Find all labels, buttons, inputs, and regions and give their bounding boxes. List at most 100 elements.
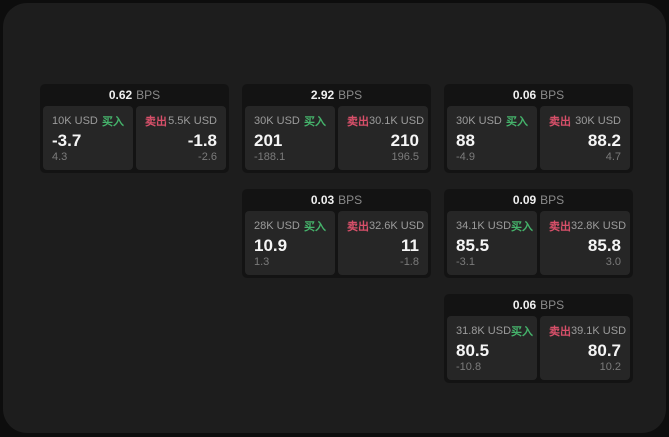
sell-amount: 32.6K USD: [369, 220, 425, 232]
bps-header: 0.06 BPS: [444, 294, 633, 316]
buy-amount: 10K USD: [52, 115, 98, 127]
buy-sell-panels: 31.8K USD 买入 80.5 -10.8 卖出 39.1K USD 80.…: [444, 316, 633, 383]
sell-panel[interactable]: 卖出 39.1K USD 80.7 10.2: [540, 316, 630, 380]
sell-panel-top: 卖出 39.1K USD: [549, 323, 626, 339]
sell-panel[interactable]: 卖出 32.6K USD 11 -1.8: [338, 211, 428, 275]
sell-panel[interactable]: 卖出 5.5K USD -1.8 -2.6: [136, 106, 226, 170]
bps-header: 0.06 BPS: [444, 84, 633, 106]
sell-price: 88.2: [587, 130, 621, 150]
buy-amount: 31.8K USD: [456, 325, 512, 337]
buy-panel-top: 28K USD 买入: [254, 218, 326, 234]
sell-panel-top: 卖出 5.5K USD: [145, 113, 217, 129]
buy-panel-top: 10K USD 买入: [52, 113, 124, 129]
sell-delta: 196.5: [391, 151, 419, 163]
sell-panel-top: 卖出 32.6K USD: [347, 218, 424, 234]
sell-side-label: 卖出: [145, 116, 167, 128]
sell-delta: -1.8: [400, 256, 419, 268]
buy-panel[interactable]: 10K USD 买入 -3.7 4.3: [43, 106, 133, 170]
bps-value: 0.06: [512, 88, 537, 102]
bps-unit-label: BPS: [540, 193, 565, 207]
sell-price: 210: [390, 130, 419, 150]
sell-amount: 39.1K USD: [571, 325, 627, 337]
sell-delta: -2.6: [198, 151, 217, 163]
sell-amount: 30.1K USD: [369, 115, 425, 127]
quote-card-1: 0.62 BPS 10K USD 买入 -3.7 4.3 卖出 5.5K USD: [40, 84, 229, 173]
bps-header: 2.92 BPS: [242, 84, 431, 106]
bps-unit-label: BPS: [136, 88, 161, 102]
sell-side-label: 卖出: [347, 116, 369, 128]
buy-panel[interactable]: 30K USD 买入 201 -188.1: [245, 106, 335, 170]
buy-amount: 30K USD: [456, 115, 502, 127]
buy-price: -3.7: [52, 130, 82, 150]
quote-card-4: 0.03 BPS 28K USD 买入 10.9 1.3 卖出 32.6K US…: [242, 189, 431, 278]
buy-delta: -10.8: [456, 361, 482, 373]
sell-panel[interactable]: 卖出 30K USD 88.2 4.7: [540, 106, 630, 170]
buy-price: 80.5: [456, 340, 490, 360]
buy-delta: 1.3: [254, 256, 270, 268]
sell-panel-top: 卖出 30K USD: [549, 113, 621, 129]
sell-price: 11: [401, 235, 419, 255]
buy-side-label: 买入: [304, 116, 326, 128]
buy-price: 85.5: [456, 235, 490, 255]
sell-amount: 5.5K USD: [168, 115, 217, 127]
buy-side-label: 买入: [511, 326, 534, 338]
buy-price: 10.9: [254, 235, 288, 255]
sell-delta: 4.7: [605, 151, 621, 163]
quote-card-6: 0.06 BPS 31.8K USD 买入 80.5 -10.8 卖出 39.1…: [444, 294, 633, 383]
buy-sell-panels: 30K USD 买入 201 -188.1 卖出 30.1K USD 210 1…: [242, 106, 431, 173]
sell-panel-top: 卖出 30.1K USD: [347, 113, 424, 129]
buy-delta: -188.1: [254, 151, 286, 163]
sell-side-label: 卖出: [549, 326, 571, 338]
bps-value: 0.09: [512, 193, 537, 207]
buy-delta: -3.1: [456, 256, 475, 268]
sell-panel-top: 卖出 32.8K USD: [549, 218, 626, 234]
buy-panel-top: 30K USD 买入: [456, 113, 528, 129]
quote-card-2: 2.92 BPS 30K USD 买入 201 -188.1 卖出 30.1K …: [242, 84, 431, 173]
sell-amount: 32.8K USD: [571, 220, 627, 232]
sell-price: 85.8: [587, 235, 621, 255]
bps-value: 2.92: [310, 88, 335, 102]
buy-panel[interactable]: 34.1K USD 买入 85.5 -3.1: [447, 211, 537, 275]
sell-price: -1.8: [187, 130, 217, 150]
bps-value: 0.62: [108, 88, 133, 102]
buy-panel[interactable]: 31.8K USD 买入 80.5 -10.8: [447, 316, 537, 380]
quote-card-3: 0.06 BPS 30K USD 买入 88 -4.9 卖出 30K USD: [444, 84, 633, 173]
buy-panel-top: 31.8K USD 买入: [456, 323, 533, 339]
buy-side-label: 买入: [102, 116, 124, 128]
sell-price: 80.7: [587, 340, 621, 360]
buy-sell-panels: 30K USD 买入 88 -4.9 卖出 30K USD 88.2 4.7: [444, 106, 633, 173]
buy-side-label: 买入: [304, 221, 326, 233]
buy-amount: 28K USD: [254, 220, 300, 232]
buy-amount: 30K USD: [254, 115, 300, 127]
sell-delta: 10.2: [599, 361, 621, 373]
bps-header: 0.03 BPS: [242, 189, 431, 211]
quote-cards-grid: 0.62 BPS 10K USD 买入 -3.7 4.3 卖出 5.5K USD: [40, 84, 633, 383]
buy-panel-top: 34.1K USD 买入: [456, 218, 533, 234]
bps-unit-label: BPS: [338, 88, 363, 102]
bps-value: 0.03: [310, 193, 335, 207]
sell-side-label: 卖出: [549, 116, 571, 128]
sell-amount: 30K USD: [575, 115, 621, 127]
buy-sell-panels: 34.1K USD 买入 85.5 -3.1 卖出 32.8K USD 85.8…: [444, 211, 633, 278]
buy-delta: -4.9: [456, 151, 475, 163]
bps-unit-label: BPS: [540, 88, 565, 102]
sell-panel[interactable]: 卖出 30.1K USD 210 196.5: [338, 106, 428, 170]
bps-header: 0.09 BPS: [444, 189, 633, 211]
quote-card-5: 0.09 BPS 34.1K USD 买入 85.5 -3.1 卖出 32.8K…: [444, 189, 633, 278]
buy-delta: 4.3: [52, 151, 68, 163]
sell-delta: 3.0: [605, 256, 621, 268]
buy-panel[interactable]: 28K USD 买入 10.9 1.3: [245, 211, 335, 275]
sell-side-label: 卖出: [347, 221, 369, 233]
buy-panel-top: 30K USD 买入: [254, 113, 326, 129]
sell-panel[interactable]: 卖出 32.8K USD 85.8 3.0: [540, 211, 630, 275]
bps-unit-label: BPS: [540, 298, 565, 312]
buy-side-label: 买入: [506, 116, 528, 128]
buy-panel[interactable]: 30K USD 买入 88 -4.9: [447, 106, 537, 170]
buy-price: 88: [456, 130, 475, 150]
sell-side-label: 卖出: [549, 221, 571, 233]
buy-price: 201: [254, 130, 283, 150]
app-window: 0.62 BPS 10K USD 买入 -3.7 4.3 卖出 5.5K USD: [3, 3, 666, 433]
buy-sell-panels: 28K USD 买入 10.9 1.3 卖出 32.6K USD 11 -1.8: [242, 211, 431, 278]
bps-unit-label: BPS: [338, 193, 363, 207]
buy-side-label: 买入: [511, 221, 534, 233]
